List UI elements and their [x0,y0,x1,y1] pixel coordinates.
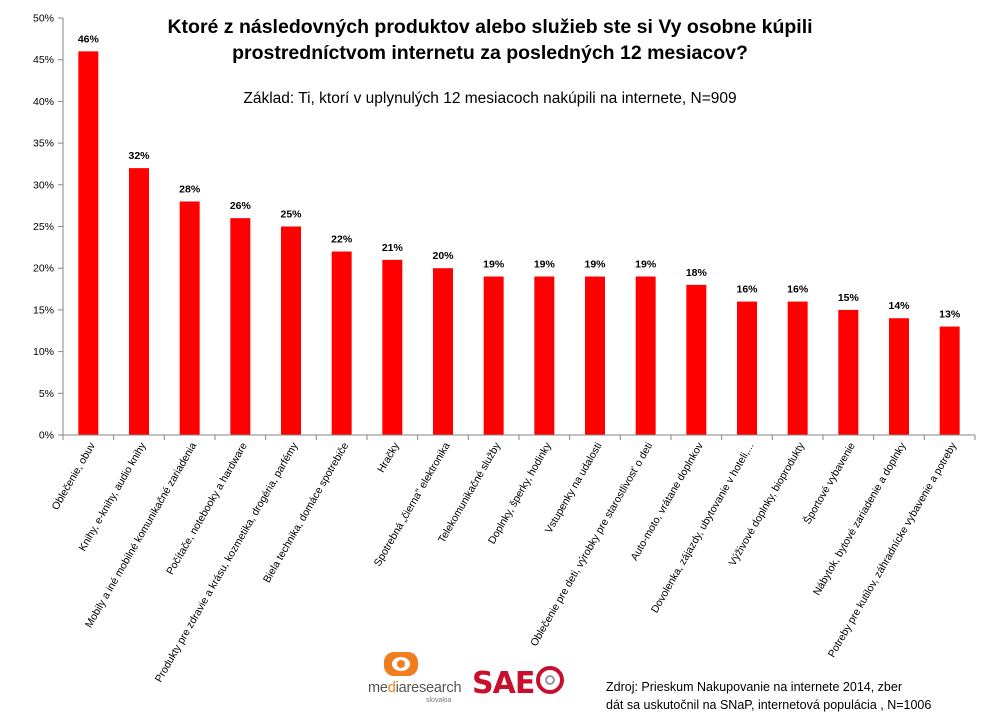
bar [230,218,251,435]
y-tick-label: 25% [33,221,54,233]
data-label: 14% [888,300,910,312]
category-label: Nábytok, bytové zariadenie a doplnky [811,440,909,598]
eye-icon [384,652,418,676]
source-line-2: dát sa uskutočnil na SNaP, internetová p… [606,698,932,712]
data-label: 19% [635,259,657,271]
data-label: 18% [686,267,708,279]
bar [331,251,352,435]
bar [635,276,656,435]
data-label: 16% [787,284,809,296]
data-label: 19% [584,259,606,271]
chart-title-line-1: Ktoré z následovných produktov alebo slu… [167,16,813,38]
data-label: 16% [736,284,758,296]
bar [787,301,808,435]
mediaresearch-country: slovakia [426,697,452,704]
bar [483,276,504,435]
y-tick-label: 40% [33,96,54,108]
mediaresearch-wordmark: mediaresearch [368,680,462,696]
data-label: 20% [432,250,454,262]
saec-ring-icon [536,666,565,694]
bar [889,318,909,435]
data-label: 28% [179,183,201,195]
y-tick-label: 20% [33,263,54,275]
category-label: Hračky [375,440,402,475]
category-label: Športové vybavenie [801,440,858,527]
bar [281,226,301,435]
y-tick-label: 30% [33,179,54,191]
y-tick-label: 35% [33,138,54,150]
category-label: Biela technika, domáce spotrebiče [261,440,351,585]
saec-logo: SAE [472,666,565,701]
chart-subtitle: Základ: Ti, ktorí v uplynulých 12 mesiac… [243,90,737,107]
data-label: 46% [78,33,100,45]
bar [686,284,707,435]
category-label: Mobily a iné mobilné komunikačné zariade… [83,440,199,630]
y-axis: 0% 5% 10% 15% 20% 25% 30% 35% 40% 45% 50% [33,13,64,442]
mediaresearch-logo: mediaresearch slovakia [368,652,462,712]
bar [382,259,403,435]
data-label: 26% [230,200,252,212]
bar [534,276,555,435]
bar [78,51,99,436]
bars [78,51,960,436]
data-label: 15% [838,292,860,304]
data-label: 21% [382,242,404,254]
source-line-1: Zdroj: Prieskum Nakupovanie na internete… [606,680,902,694]
data-label: 19% [534,259,556,271]
data-label: 19% [483,259,505,271]
data-label: 22% [331,234,353,246]
bar [737,301,757,435]
bar [939,326,960,435]
category-label: Vstupenky na udalosti [543,441,605,536]
chart-title-line-2: prostredníctvom internetu za posledných … [232,42,748,64]
y-tick-label: 50% [33,13,54,25]
data-label: 13% [939,309,961,321]
y-tick-label: 10% [33,346,54,358]
bar [179,201,200,435]
bar [433,268,453,435]
bar [838,309,859,435]
category-label: Oblečenie, obuv [50,440,99,512]
y-tick-label: 5% [39,388,54,400]
chart-title: Ktoré z následovných produktov alebo slu… [70,14,910,66]
data-label: 32% [128,150,150,162]
y-tick-label: 45% [33,54,54,66]
source-note: Zdroj: Prieskum Nakupovanie na internete… [606,678,976,714]
y-tick-label: 0% [39,430,54,442]
bar [129,168,149,435]
y-tick-label: 15% [33,304,54,316]
data-labels: 46% 32% 28% 26% 25% 22% 21% 20% 19% 19% 19% 19% 18% 1… [78,33,961,320]
category-label: Dovolenka, zájazdy, ubytovanie v hoteli,… [649,441,757,616]
bar [585,276,605,435]
data-label: 25% [280,209,302,221]
